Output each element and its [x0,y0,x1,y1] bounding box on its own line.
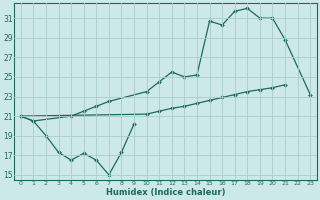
X-axis label: Humidex (Indice chaleur): Humidex (Indice chaleur) [106,188,225,197]
